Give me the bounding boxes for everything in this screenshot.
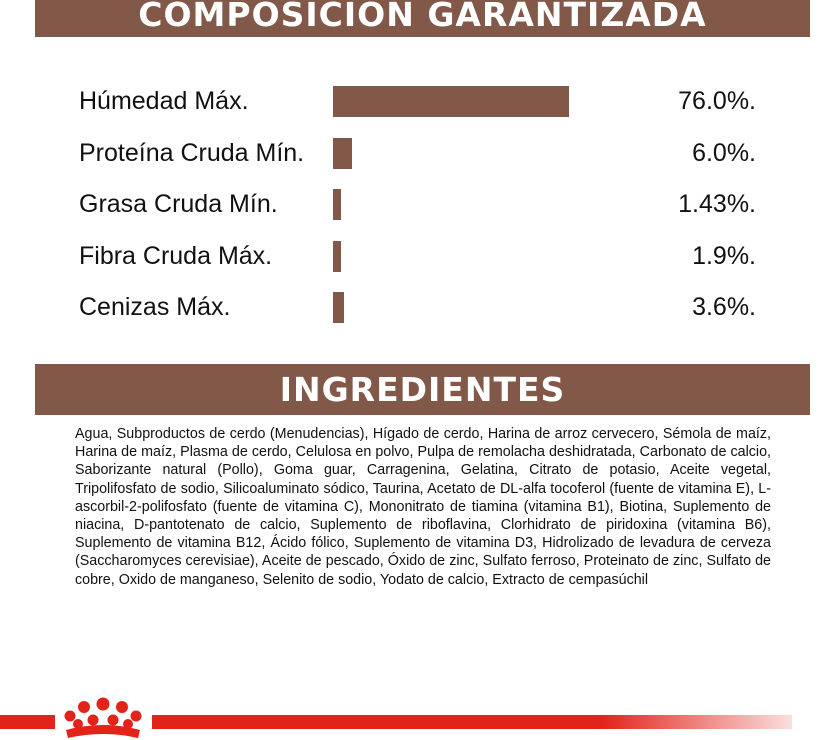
nutrient-label: Fibra Cruda Máx.	[79, 241, 273, 270]
crown-icon	[64, 697, 142, 738]
ingredients-text: Agua, Subproductos de cerdo (Menudencias…	[75, 426, 771, 588]
nutrient-row: Húmedad Máx. 76.0%.	[0, 76, 840, 127]
nutrient-value: 1.9%.	[692, 241, 756, 270]
composition-title-banner: COMPOSICION GARANTIZADA	[35, 0, 810, 37]
nutrient-bar	[333, 292, 345, 323]
nutrient-row: Proteína Cruda Mín. 6.0%.	[0, 128, 840, 179]
ingredients-title-banner: INGREDIENTES	[35, 364, 810, 415]
nutrient-value: 1.43%.	[678, 190, 756, 218]
nutrient-label: Proteína Cruda Mín.	[79, 138, 305, 167]
nutrient-row: Fibra Cruda Máx. 1.9%.	[0, 231, 840, 282]
nutrient-row: Grasa Cruda Mín. 1.43%.	[0, 179, 840, 230]
nutrient-bar	[333, 86, 569, 117]
nutrient-label: Cenizas Máx.	[79, 293, 231, 321]
nutrient-bar	[333, 137, 352, 169]
footer-stripe-left	[0, 715, 55, 729]
nutrient-value: 6.0%.	[692, 138, 756, 167]
footer-stripe-right	[152, 715, 792, 729]
composition-title: COMPOSICION GARANTIZADA	[138, 0, 707, 34]
nutrient-bar	[333, 240, 341, 272]
nutrient-value: 76.0%.	[678, 87, 756, 115]
nutrient-bar	[333, 189, 341, 220]
nutrient-row: Cenizas Máx. 3.6%.	[0, 282, 840, 333]
nutrient-label: Húmedad Máx.	[79, 87, 249, 115]
nutrient-label: Grasa Cruda Mín.	[79, 190, 278, 218]
nutrient-value: 3.6%.	[692, 293, 756, 321]
ingredients-title: INGREDIENTES	[279, 370, 566, 409]
